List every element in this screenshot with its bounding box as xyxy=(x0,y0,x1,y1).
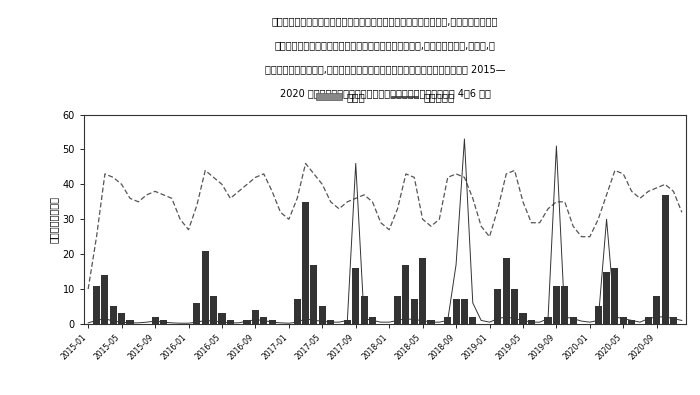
Bar xyxy=(110,307,117,324)
Bar xyxy=(461,299,468,324)
Bar xyxy=(603,272,610,324)
Bar xyxy=(561,286,568,324)
Bar xyxy=(151,317,159,324)
Bar xyxy=(662,195,668,324)
Bar xyxy=(545,317,552,324)
Bar xyxy=(360,296,368,324)
Bar xyxy=(570,317,577,324)
Bar xyxy=(310,265,318,324)
Bar xyxy=(252,310,259,324)
Bar xyxy=(503,258,510,324)
Text: 蓝水主要指储存于江、河、湖泊中的地表径流、土壤中流和地下径流,绿水主要指实际蒸: 蓝水主要指储存于江、河、湖泊中的地表径流、土壤中流和地下径流,绿水主要指实际蒸 xyxy=(272,17,498,26)
Bar xyxy=(269,320,276,324)
Bar xyxy=(402,265,409,324)
Bar xyxy=(670,317,677,324)
Bar xyxy=(469,317,476,324)
Bar xyxy=(294,299,301,324)
Bar xyxy=(519,314,526,324)
Bar xyxy=(327,320,334,324)
Bar xyxy=(428,320,435,324)
Bar xyxy=(244,320,251,324)
Bar xyxy=(369,317,376,324)
Bar xyxy=(611,268,619,324)
Bar xyxy=(419,258,426,324)
Bar xyxy=(127,320,134,324)
Bar xyxy=(118,314,125,324)
Bar xyxy=(411,299,418,324)
Legend: 绿水资源量: 绿水资源量 xyxy=(217,117,288,135)
Bar xyxy=(160,320,167,324)
Text: 2020 年图们江流域蓝绿水资源量及降水量变化趋势。据此完成 4～6 题。: 2020 年图们江流域蓝绿水资源量及降水量变化趋势。据此完成 4～6 题。 xyxy=(279,88,491,98)
Bar xyxy=(344,320,351,324)
Bar xyxy=(620,317,626,324)
Bar xyxy=(260,317,267,324)
Bar xyxy=(202,251,209,324)
Bar xyxy=(452,299,460,324)
Bar xyxy=(210,296,217,324)
Bar xyxy=(227,320,234,324)
Bar xyxy=(444,317,452,324)
Text: 发蒸腾量。蓝水主要用于流域外和流域内部分工农业生产,其国家界域性强,近年来,其: 发蒸腾量。蓝水主要用于流域外和流域内部分工农业生产,其国家界域性强,近年来,其 xyxy=(274,40,496,51)
Bar xyxy=(102,275,108,324)
Bar xyxy=(595,307,602,324)
Bar xyxy=(653,296,660,324)
Bar xyxy=(193,303,200,324)
Bar xyxy=(645,317,652,324)
Bar xyxy=(352,268,359,324)
Bar xyxy=(93,286,100,324)
Y-axis label: 水资源量及降水量: 水资源量及降水量 xyxy=(48,196,58,243)
Bar xyxy=(394,296,401,324)
Bar xyxy=(302,202,309,324)
Bar xyxy=(494,289,501,324)
Bar xyxy=(628,320,635,324)
Text: 蓝水资源量小于需求量,绿水资源量高于需求量且变化趋势较为平稳。如图示意 2015—: 蓝水资源量小于需求量,绿水资源量高于需求量且变化趋势较为平稳。如图示意 2015… xyxy=(265,64,505,74)
Bar xyxy=(511,289,518,324)
Bar xyxy=(318,307,326,324)
Bar xyxy=(553,286,560,324)
Bar xyxy=(218,314,225,324)
Bar xyxy=(528,320,535,324)
